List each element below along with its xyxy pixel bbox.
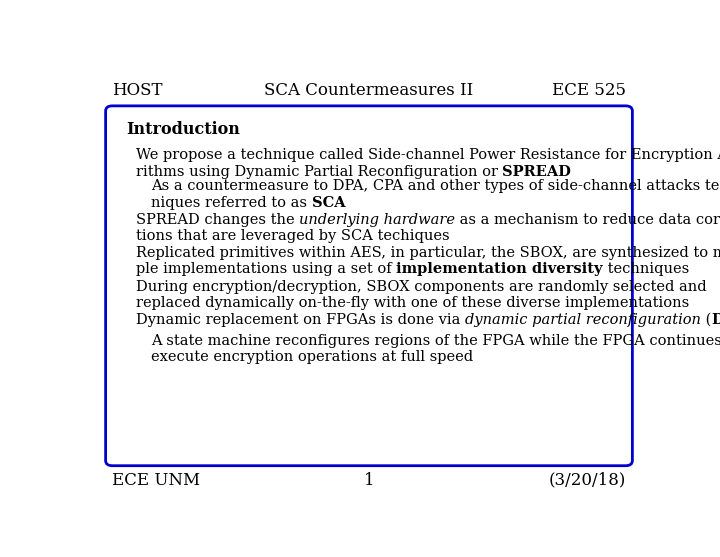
Text: execute encryption operations at full speed: execute encryption operations at full sp… bbox=[151, 350, 474, 364]
Text: Introduction: Introduction bbox=[126, 121, 240, 138]
Text: A state machine reconfigures regions of the FPGA while the FPGA continues to: A state machine reconfigures regions of … bbox=[151, 334, 720, 348]
Text: As a countermeasure to DPA, CPA and other types of side-channel attacks tech-: As a countermeasure to DPA, CPA and othe… bbox=[151, 179, 720, 193]
Text: During encryption/decryption, SBOX components are randomly selected and: During encryption/decryption, SBOX compo… bbox=[136, 280, 706, 294]
Text: DPR: DPR bbox=[711, 313, 720, 327]
Text: ple implementations using a set of: ple implementations using a set of bbox=[136, 262, 396, 276]
Text: SPREAD: SPREAD bbox=[503, 165, 571, 179]
Text: Dynamic replacement on FPGAs is done via: Dynamic replacement on FPGAs is done via bbox=[136, 313, 464, 327]
Text: SCA: SCA bbox=[312, 196, 346, 209]
Text: (: ( bbox=[701, 313, 711, 327]
Text: SCA Countermeasures II: SCA Countermeasures II bbox=[264, 82, 474, 99]
Text: rithms using Dynamic Partial Reconfiguration or: rithms using Dynamic Partial Reconfigura… bbox=[136, 165, 503, 179]
Text: We propose a technique called Side-channel Power Resistance for Encryption Algo-: We propose a technique called Side-chann… bbox=[136, 148, 720, 162]
Text: as a mechanism to reduce data correla-: as a mechanism to reduce data correla- bbox=[455, 213, 720, 227]
Text: underlying hardware: underlying hardware bbox=[299, 213, 455, 227]
Text: ECE 525: ECE 525 bbox=[552, 82, 626, 99]
Text: ECE UNM: ECE UNM bbox=[112, 472, 200, 489]
Text: Replicated primitives within AES, in particular, the SBOX, are synthesized to mu: Replicated primitives within AES, in par… bbox=[136, 246, 720, 260]
Text: 1: 1 bbox=[364, 472, 374, 489]
Text: replaced dynamically on-the-fly with one of these diverse implementations: replaced dynamically on-the-fly with one… bbox=[136, 296, 689, 310]
Text: implementation diversity: implementation diversity bbox=[396, 262, 603, 276]
Text: techniques: techniques bbox=[603, 262, 689, 276]
Text: dynamic partial reconfiguration: dynamic partial reconfiguration bbox=[464, 313, 701, 327]
Text: HOST: HOST bbox=[112, 82, 163, 99]
Text: tions that are leveraged by SCA techiques: tions that are leveraged by SCA techique… bbox=[136, 229, 449, 243]
Text: (3/20/18): (3/20/18) bbox=[549, 472, 626, 489]
Text: SPREAD changes the: SPREAD changes the bbox=[136, 213, 299, 227]
FancyBboxPatch shape bbox=[106, 106, 632, 466]
Text: niques referred to as: niques referred to as bbox=[151, 196, 312, 209]
